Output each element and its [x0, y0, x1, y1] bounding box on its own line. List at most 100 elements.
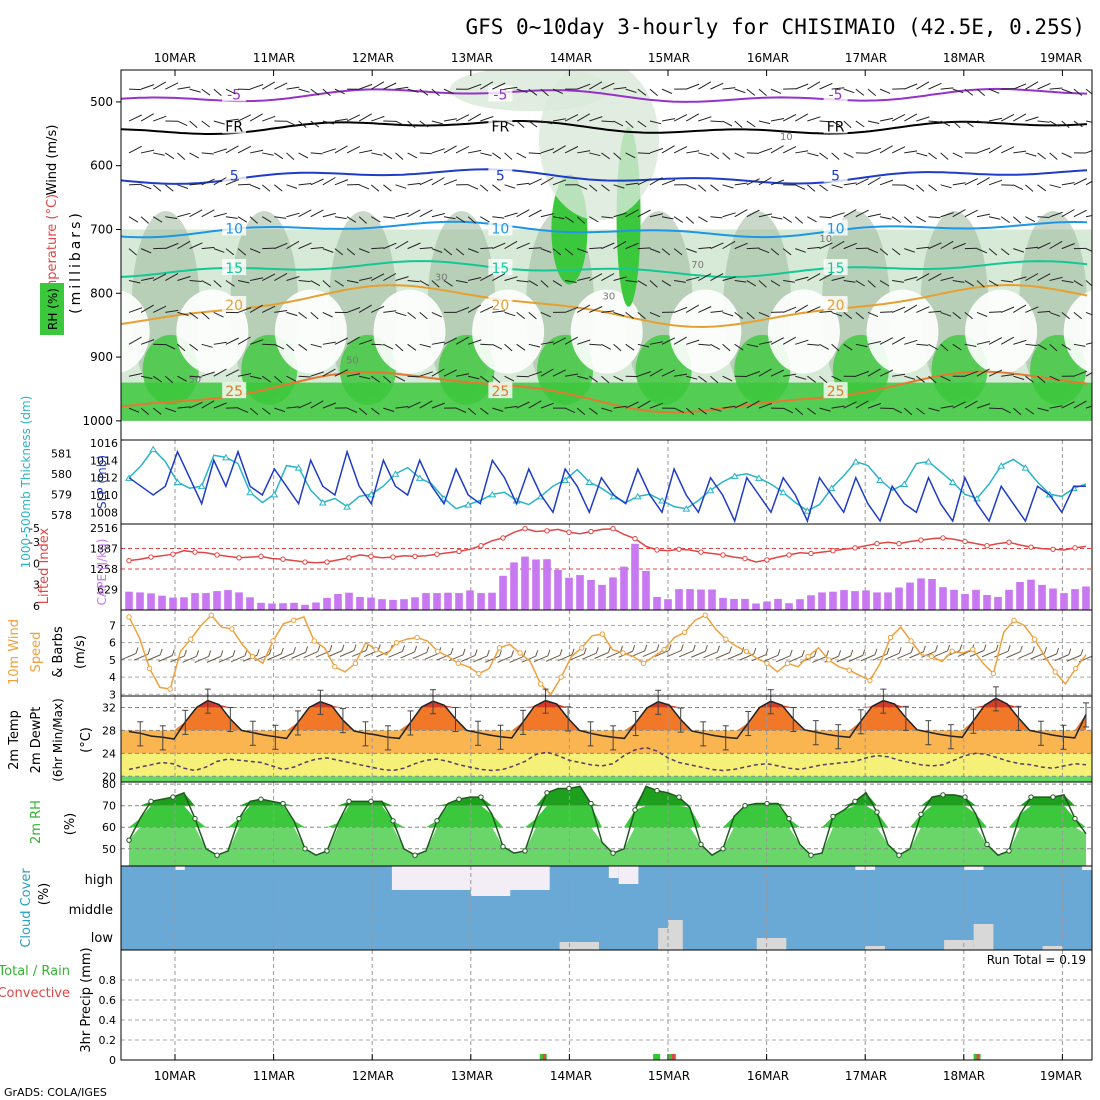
- rh-tick-label: 80: [102, 778, 116, 791]
- lifted-index-line-point: [566, 529, 572, 535]
- top-date-axis: 10MAR 11MAR 12MAR 13MAR 14MAR 15MAR 16MA…: [154, 51, 1082, 65]
- wind-barb: [734, 312, 744, 320]
- cloud-high-block: [175, 866, 185, 870]
- wind-barb-flag: [959, 644, 963, 651]
- thickness-tick-label: 580: [51, 468, 72, 481]
- cape-bar: [1005, 589, 1013, 610]
- wind-barb: [964, 178, 978, 186]
- wind-barb: [492, 310, 506, 313]
- wind-barb: [710, 310, 724, 313]
- wind-barb: [358, 83, 373, 90]
- cape-bar: [675, 589, 683, 610]
- wind-barb: [407, 88, 419, 93]
- cape-bar: [686, 589, 694, 610]
- temp-tick-label: 20: [102, 770, 116, 783]
- wind-barb: [649, 88, 658, 96]
- wind-barb: [649, 402, 664, 409]
- wind-barb: [448, 654, 464, 662]
- wind-barb-flag: [765, 648, 769, 655]
- wind-barb-flag: [644, 644, 648, 651]
- wind-barb: [734, 152, 745, 159]
- wind-speed-line-point: [188, 636, 194, 642]
- wind-barb: [480, 116, 494, 122]
- wind-barb: [1037, 242, 1051, 250]
- lifted-index-line-point: [786, 552, 792, 558]
- wind-barb: [613, 405, 627, 409]
- wind-barb: [698, 116, 712, 122]
- wind-barb: [576, 407, 586, 415]
- wind-barb: [831, 120, 842, 127]
- wind-barb: [674, 373, 688, 377]
- wind-barb: [346, 145, 361, 154]
- wind-barb: [1025, 152, 1037, 157]
- wind-barb: [589, 184, 598, 192]
- wind-barb: [1061, 343, 1071, 351]
- wind-barb: [552, 179, 567, 186]
- wind-barb: [904, 113, 918, 122]
- wind-barb: [237, 336, 251, 345]
- wind-barb: [1013, 248, 1025, 253]
- cape-bar: [631, 543, 639, 610]
- wind-barb: [642, 650, 658, 657]
- wind-speed-line-point: [702, 612, 708, 618]
- cape-bar: [895, 587, 903, 610]
- wind-barb: [237, 307, 252, 313]
- top-date-label: 12MAR: [352, 51, 394, 65]
- rh-line-point: [214, 852, 220, 858]
- cape-bar: [994, 597, 1002, 610]
- wind-barb: [141, 375, 153, 380]
- wind-barb: [286, 152, 295, 160]
- top-date-label: 18MAR: [943, 51, 985, 65]
- wind-barb: [286, 120, 297, 127]
- rh-tick-label: 70: [102, 800, 116, 813]
- wind-barb: [516, 242, 530, 250]
- credit-label: GrADS: COLA/IGES: [4, 1086, 107, 1099]
- wind-barb-flag: [547, 649, 551, 656]
- wind-barb: [613, 212, 627, 218]
- wind-barb: [528, 88, 538, 96]
- wind-barb: [262, 152, 274, 156]
- wind-speed-line-point: [620, 650, 626, 656]
- rh-tick-label: 60: [102, 821, 116, 834]
- wind-barb: [334, 88, 345, 95]
- lifted-index-line-point: [148, 554, 154, 560]
- wind-barb: [177, 240, 191, 250]
- wind-barb: [976, 88, 986, 96]
- bottom-date-label: 14MAR: [550, 1069, 592, 1083]
- wind-barb: [467, 184, 479, 190]
- wind-barb: [516, 152, 527, 159]
- wind-barb: [601, 120, 614, 123]
- wind-barb: [552, 248, 562, 256]
- wind-barb: [443, 248, 453, 256]
- wind-barb: [177, 212, 191, 218]
- isotherm-label-bg: [222, 219, 247, 236]
- wind-barb: [969, 650, 985, 657]
- cape-tick-label: 1887: [90, 543, 118, 556]
- rh-area: [129, 827, 1086, 866]
- wind-barb: [165, 242, 179, 250]
- wind-barb: [921, 650, 936, 658]
- cape-bar: [158, 595, 166, 610]
- wind-barb: [722, 87, 736, 90]
- isotherm-label: 5: [496, 169, 505, 185]
- lifted-tick-label: 3: [33, 579, 40, 592]
- wind-barb: [322, 402, 336, 409]
- wind-barb: [843, 182, 857, 186]
- wind-barb-flag: [583, 647, 587, 655]
- rh-dry-pocket: [274, 289, 347, 374]
- wind-barb: [637, 343, 650, 348]
- thickness-line-point: [1021, 464, 1030, 471]
- cape-bar: [367, 597, 375, 610]
- wind-barb: [795, 304, 809, 313]
- wind-barb: [540, 341, 554, 345]
- cape-bar: [785, 603, 793, 610]
- wind-barb: [649, 368, 663, 377]
- wind-barb: [601, 242, 615, 250]
- wind-barb: [1049, 184, 1061, 189]
- wind-barb: [189, 88, 201, 93]
- wind-barb-flag: [850, 649, 854, 657]
- top-date-label: 13MAR: [451, 51, 493, 65]
- wind-barb: [346, 336, 360, 345]
- wind-barb: [649, 177, 663, 186]
